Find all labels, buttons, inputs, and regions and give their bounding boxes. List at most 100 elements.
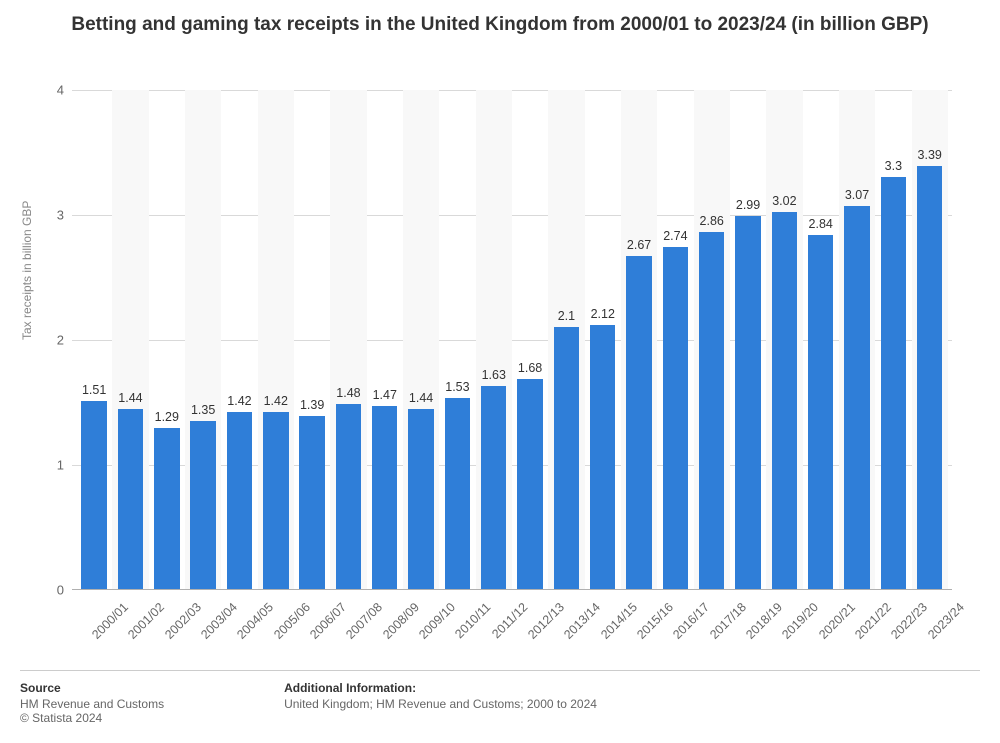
bar-slot: 1.42 bbox=[258, 90, 294, 589]
bar-slot: 2.1 bbox=[548, 90, 584, 589]
x-tick-label: 2011/12 bbox=[489, 600, 530, 641]
chart-title: Betting and gaming tax receipts in the U… bbox=[0, 0, 1000, 46]
x-tick-label: 2015/16 bbox=[634, 600, 676, 642]
copyright-line: © Statista 2024 bbox=[20, 711, 164, 725]
bar-value-label: 3.3 bbox=[885, 159, 902, 177]
bar[interactable]: 1.42 bbox=[263, 412, 288, 589]
bar-value-label: 2.99 bbox=[736, 198, 760, 216]
bar[interactable]: 1.44 bbox=[408, 409, 433, 589]
bar[interactable]: 1.29 bbox=[154, 428, 179, 589]
bar[interactable]: 3.3 bbox=[881, 177, 906, 589]
bar[interactable]: 1.44 bbox=[118, 409, 143, 589]
bar-slot: 1.48 bbox=[330, 90, 366, 589]
bar[interactable]: 2.99 bbox=[735, 216, 760, 589]
bar-slot: 3.02 bbox=[766, 90, 802, 589]
x-tick-label: 2003/04 bbox=[198, 600, 240, 642]
bar[interactable]: 2.86 bbox=[699, 232, 724, 589]
bar[interactable]: 2.84 bbox=[808, 235, 833, 589]
bar[interactable]: 1.35 bbox=[190, 421, 215, 589]
bar-value-label: 1.44 bbox=[118, 391, 142, 409]
bar-value-label: 1.44 bbox=[409, 391, 433, 409]
bar-value-label: 1.51 bbox=[82, 383, 106, 401]
x-tick-label: 2001/02 bbox=[126, 600, 168, 642]
bar-slot: 2.84 bbox=[803, 90, 839, 589]
x-tick-label: 2017/18 bbox=[707, 600, 749, 642]
bar-value-label: 3.07 bbox=[845, 188, 869, 206]
y-tick-label: 3 bbox=[24, 208, 64, 223]
bar[interactable]: 1.47 bbox=[372, 406, 397, 589]
bar-slot: 2.67 bbox=[621, 90, 657, 589]
bar[interactable]: 1.42 bbox=[227, 412, 252, 589]
bar-value-label: 1.35 bbox=[191, 403, 215, 421]
y-tick-label: 1 bbox=[24, 458, 64, 473]
bar[interactable]: 1.53 bbox=[445, 398, 470, 589]
bar-slot: 1.63 bbox=[476, 90, 512, 589]
x-tick-label: 2002/03 bbox=[162, 600, 204, 642]
bar[interactable]: 1.39 bbox=[299, 416, 324, 589]
bar-slot: 1.35 bbox=[185, 90, 221, 589]
bar[interactable]: 3.39 bbox=[917, 166, 942, 589]
x-tick-label: 2008/09 bbox=[380, 600, 422, 642]
bar-value-label: 1.39 bbox=[300, 398, 324, 416]
x-tick-label: 2016/17 bbox=[671, 600, 713, 642]
bar[interactable]: 2.12 bbox=[590, 325, 615, 589]
bar[interactable]: 2.1 bbox=[554, 327, 579, 589]
bar-slot: 1.42 bbox=[221, 90, 257, 589]
chart-area: 1.511.441.291.351.421.421.391.481.471.44… bbox=[72, 90, 952, 590]
bar-slot: 2.12 bbox=[585, 90, 621, 589]
info-line: United Kingdom; HM Revenue and Customs; … bbox=[284, 697, 597, 711]
x-tick-label: 2000/01 bbox=[89, 600, 131, 642]
bar-value-label: 1.53 bbox=[445, 380, 469, 398]
bar-slot: 2.86 bbox=[694, 90, 730, 589]
bar-slot: 1.47 bbox=[367, 90, 403, 589]
info-header: Additional Information: bbox=[284, 681, 597, 695]
x-tick-label: 2010/11 bbox=[453, 600, 494, 641]
x-tick-label: 2014/15 bbox=[598, 600, 640, 642]
bar-value-label: 1.42 bbox=[264, 394, 288, 412]
bar-slot: 1.44 bbox=[112, 90, 148, 589]
bar-slot: 3.07 bbox=[839, 90, 875, 589]
bar-value-label: 1.29 bbox=[155, 410, 179, 428]
bar[interactable]: 1.48 bbox=[336, 404, 361, 589]
bar-value-label: 1.48 bbox=[336, 386, 360, 404]
bar[interactable]: 1.63 bbox=[481, 386, 506, 589]
bar-value-label: 1.42 bbox=[227, 394, 251, 412]
bar-slot: 1.29 bbox=[149, 90, 185, 589]
x-tick-label: 2023/24 bbox=[925, 600, 967, 642]
bar-value-label: 3.39 bbox=[918, 148, 942, 166]
bars-container: 1.511.441.291.351.421.421.391.481.471.44… bbox=[72, 90, 952, 589]
y-tick-label: 2 bbox=[24, 333, 64, 348]
y-tick-label: 0 bbox=[24, 583, 64, 598]
bar-value-label: 2.86 bbox=[700, 214, 724, 232]
x-tick-label: 2009/10 bbox=[416, 600, 458, 642]
source-header: Source bbox=[20, 681, 164, 695]
bar-value-label: 2.12 bbox=[591, 307, 615, 325]
x-tick-label: 2007/08 bbox=[344, 600, 386, 642]
bar[interactable]: 2.74 bbox=[663, 247, 688, 589]
bar-value-label: 3.02 bbox=[772, 194, 796, 212]
bar[interactable]: 3.07 bbox=[844, 206, 869, 589]
bar-slot: 2.74 bbox=[657, 90, 693, 589]
x-tick-label: 2004/05 bbox=[235, 600, 277, 642]
bar-slot: 3.3 bbox=[875, 90, 911, 589]
bar[interactable]: 3.02 bbox=[772, 212, 797, 589]
source-line: HM Revenue and Customs bbox=[20, 697, 164, 711]
bar[interactable]: 2.67 bbox=[626, 256, 651, 589]
x-tick-label: 2018/19 bbox=[743, 600, 785, 642]
bar-value-label: 2.1 bbox=[558, 309, 575, 327]
bar-slot: 3.39 bbox=[912, 90, 948, 589]
bar-slot: 1.39 bbox=[294, 90, 330, 589]
y-tick-label: 4 bbox=[24, 83, 64, 98]
x-tick-label: 2021/22 bbox=[852, 600, 894, 642]
bar-value-label: 1.68 bbox=[518, 361, 542, 379]
bar[interactable]: 1.68 bbox=[517, 379, 542, 589]
x-tick-label: 2020/21 bbox=[816, 600, 858, 642]
bar-value-label: 1.63 bbox=[482, 368, 506, 386]
source-block: Source HM Revenue and Customs © Statista… bbox=[20, 681, 164, 725]
bar-slot: 2.99 bbox=[730, 90, 766, 589]
bar-slot: 1.53 bbox=[439, 90, 475, 589]
x-tick-label: 2022/23 bbox=[889, 600, 931, 642]
bar[interactable]: 1.51 bbox=[81, 401, 106, 589]
x-tick-label: 2012/13 bbox=[525, 600, 567, 642]
footer: Source HM Revenue and Customs © Statista… bbox=[20, 670, 980, 725]
